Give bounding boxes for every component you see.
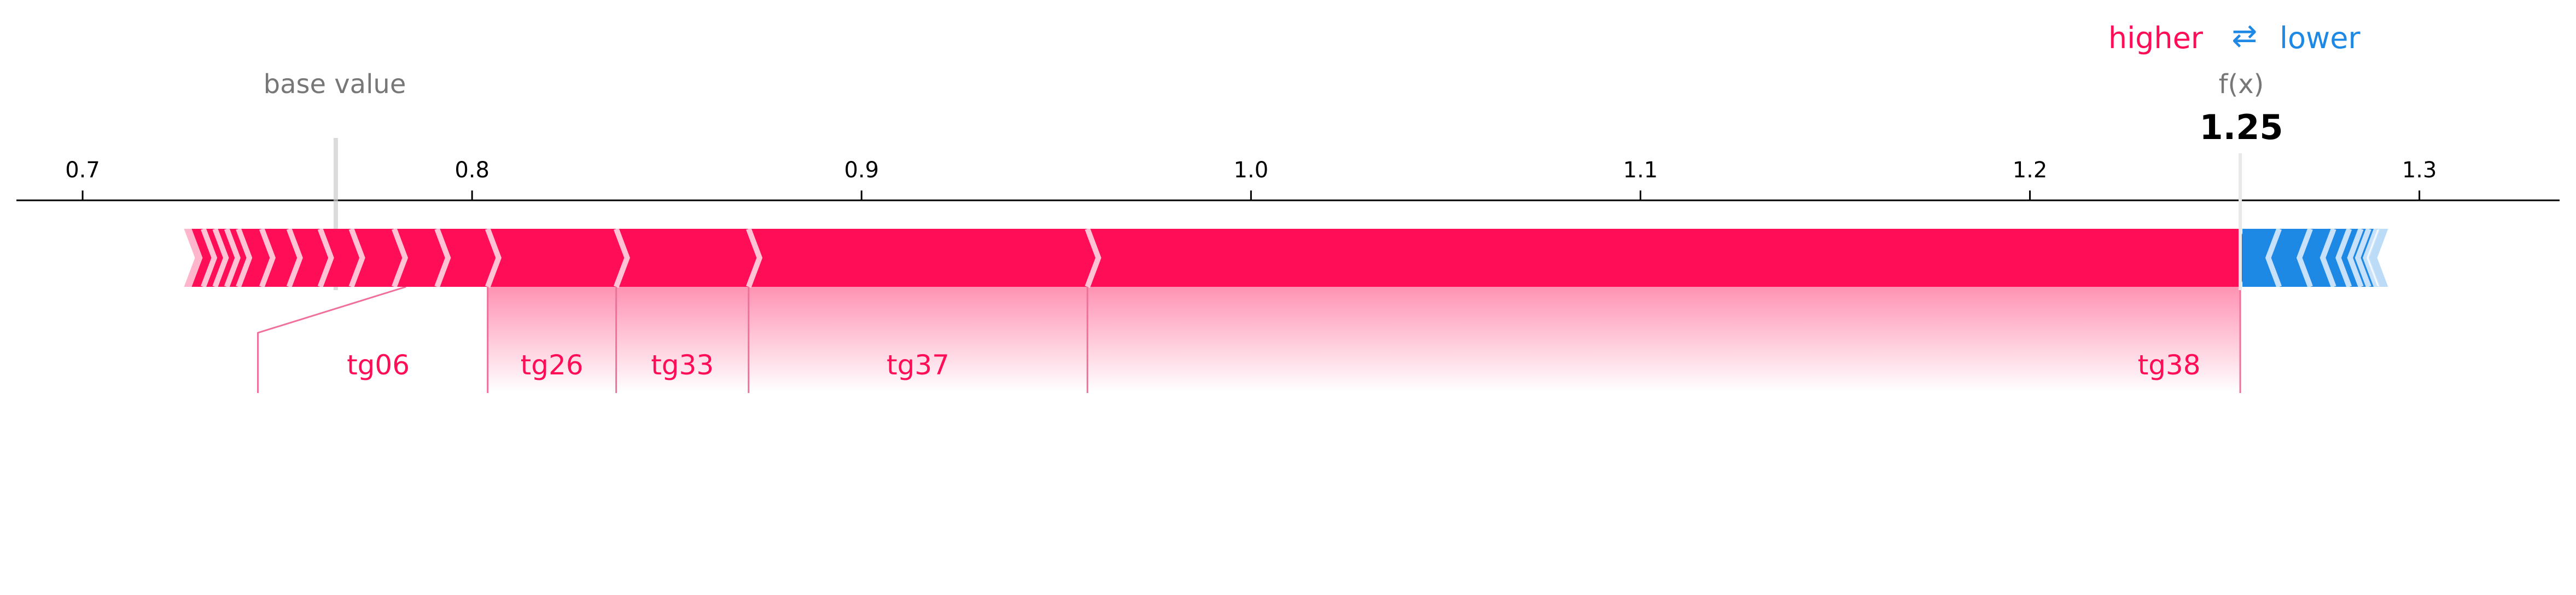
x-tick-label: 1.0: [1234, 158, 1269, 183]
force-bars: [184, 228, 2388, 288]
negative-force-divider: [2367, 228, 2383, 288]
fx-label: f(x): [2219, 69, 2264, 100]
positive-force-segment: [748, 229, 1099, 287]
negative-force-divider: [2354, 228, 2371, 288]
positive-force-divider: [348, 228, 365, 288]
positive-force-divider: [613, 228, 630, 288]
negative-force-divider: [2265, 228, 2282, 288]
positive-force-segment: [616, 229, 760, 287]
legend-lower-label: lower: [2280, 21, 2361, 55]
feature-label: tg37: [887, 349, 949, 381]
label-fade: [487, 287, 2241, 392]
negative-force-segment: [2299, 229, 2334, 287]
fx-value: 1.25: [2200, 107, 2283, 147]
negative-force-divider: [2319, 228, 2336, 288]
positive-force-segment: [320, 229, 363, 287]
x-tick-label: 0.8: [454, 158, 489, 183]
feature-labels: tg06 tg26 tg33 tg37 tg38: [257, 286, 2241, 393]
positive-force-divider: [286, 228, 303, 288]
negative-force-tail: [2369, 229, 2388, 287]
feature-leader-line: [257, 286, 406, 393]
x-tick-label: 1.3: [2402, 158, 2437, 183]
positive-force-divider: [317, 228, 334, 288]
positive-force-segment: [1087, 229, 2252, 287]
positive-force-divider: [1085, 228, 1101, 288]
positive-force-tail: [184, 229, 203, 287]
negative-force-divider: [2335, 228, 2352, 288]
positive-force-segment: [289, 229, 331, 287]
positive-force-divider: [434, 228, 451, 288]
legend-higher-label: higher: [2108, 21, 2204, 55]
positive-force-segment: [487, 229, 627, 287]
x-axis: 0.7 0.8 0.9 1.0 1.1 1.2 1.3: [16, 158, 2560, 201]
x-tick-label: 0.7: [65, 158, 100, 183]
x-tick-label: 1.2: [2013, 158, 2048, 183]
base-value-label: base value: [264, 69, 406, 100]
negative-force-divider: [2296, 228, 2313, 288]
positive-force-divider: [259, 228, 276, 288]
positive-force-divider: [746, 228, 763, 288]
positive-force-segment: [351, 229, 405, 287]
positive-force-divider: [236, 228, 253, 288]
positive-force-divider: [485, 228, 502, 288]
feature-label: tg06: [347, 349, 410, 381]
positive-force-divider: [201, 228, 218, 288]
positive-force-segment: [238, 229, 273, 287]
positive-force-segment: [394, 229, 448, 287]
positive-force-segment: [437, 229, 499, 287]
feature-label: tg26: [521, 349, 584, 381]
feature-label: tg38: [2138, 349, 2201, 381]
positive-force-divider: [392, 228, 409, 288]
positive-force-divider: [212, 228, 229, 288]
negative-force-divider: [2362, 228, 2379, 288]
positive-force-segment: [261, 229, 300, 287]
x-tick-label: 1.1: [1623, 158, 1658, 183]
x-tick-label: 0.9: [844, 158, 879, 183]
negative-force-segment: [2242, 229, 2280, 287]
feature-label: tg33: [651, 349, 714, 381]
legend-arrow-icon: ⇄: [2232, 18, 2258, 54]
negative-force-segment: [2268, 229, 2311, 287]
positive-force-divider: [224, 228, 241, 288]
negative-force-divider: [2347, 228, 2364, 288]
